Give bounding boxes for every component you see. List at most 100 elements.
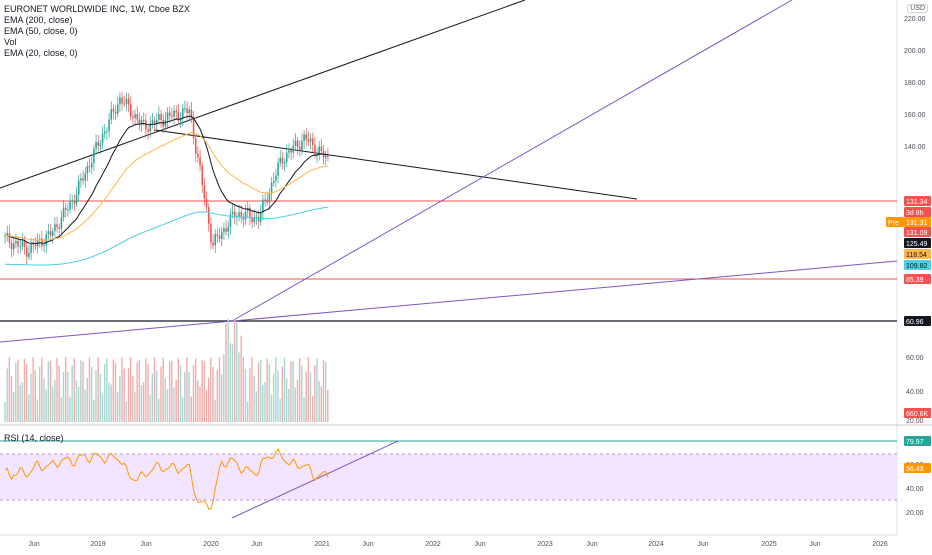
symbol-title[interactable]: EURONET WORLDWIDE INC, 1W, Cboe BZX bbox=[4, 4, 190, 14]
volume-bar bbox=[318, 380, 320, 422]
candle-body bbox=[262, 199, 264, 213]
volume-bar bbox=[112, 359, 114, 422]
indicator-volume[interactable]: Vol bbox=[4, 37, 17, 47]
badge-value: 109.82 bbox=[906, 263, 928, 270]
volume-bar bbox=[108, 382, 110, 422]
volume-bar bbox=[101, 394, 104, 422]
candle-body bbox=[223, 228, 225, 233]
volume-bar bbox=[288, 389, 290, 422]
volume-bar bbox=[244, 368, 247, 422]
volume-bar bbox=[45, 389, 47, 422]
indicator-ema20[interactable]: EMA (20, close, 0) bbox=[4, 48, 78, 58]
candle-body bbox=[197, 153, 199, 158]
candle-body bbox=[227, 226, 230, 232]
volume-bar bbox=[21, 382, 23, 422]
candle-body bbox=[288, 150, 290, 153]
volume-bar bbox=[214, 399, 216, 422]
candle-body bbox=[249, 208, 251, 218]
candle-body bbox=[244, 211, 247, 220]
badge-bg bbox=[904, 238, 931, 248]
badge-value: 3d 8h bbox=[906, 210, 924, 217]
volume-bar bbox=[251, 357, 253, 422]
volume-bar bbox=[205, 389, 208, 422]
rsi-legend[interactable]: RSI (14, close) bbox=[4, 433, 64, 443]
candle-body bbox=[95, 141, 97, 149]
rsi-tick-label: 40.00 bbox=[906, 486, 924, 493]
volume-bar bbox=[75, 380, 78, 422]
candle-body bbox=[255, 216, 258, 218]
volume-bar bbox=[62, 371, 65, 422]
candle-body bbox=[64, 207, 67, 210]
volume-bar bbox=[86, 377, 88, 422]
candle-body bbox=[56, 224, 58, 228]
candle-body bbox=[8, 233, 11, 243]
candle-body bbox=[25, 247, 28, 257]
price-badge: 118.54 bbox=[904, 249, 931, 259]
badge-bg bbox=[904, 207, 931, 217]
candle-body bbox=[199, 157, 201, 166]
volume-bar bbox=[103, 363, 106, 422]
candle-body bbox=[194, 138, 197, 154]
indicator-ema200[interactable]: EMA (200, close) bbox=[4, 15, 73, 25]
candle-body bbox=[309, 138, 312, 142]
badge-bg bbox=[904, 436, 931, 446]
trendline-long bbox=[0, 260, 898, 343]
volume-bar bbox=[292, 360, 294, 422]
price-tick-label: 200.00 bbox=[904, 48, 926, 55]
candle-body bbox=[38, 238, 41, 240]
volume-bar bbox=[93, 399, 95, 422]
candle-body bbox=[296, 140, 299, 148]
volume-bar bbox=[121, 357, 123, 422]
volume-bar bbox=[56, 358, 58, 422]
candle-body bbox=[303, 134, 305, 141]
candle-body bbox=[19, 245, 22, 247]
badge-bg bbox=[904, 408, 931, 418]
volume-bar bbox=[203, 361, 205, 422]
ema20-line bbox=[5, 115, 328, 245]
candle-body bbox=[290, 150, 292, 153]
candle-body bbox=[41, 238, 43, 247]
volume-bar bbox=[305, 371, 307, 422]
candle-body bbox=[327, 155, 329, 158]
volume-bar bbox=[181, 397, 184, 422]
candle-body bbox=[177, 112, 180, 121]
price-badge: 56.43 bbox=[904, 463, 931, 473]
volume-bar bbox=[320, 386, 322, 422]
ema200-line bbox=[5, 206, 328, 266]
trendline-resistance bbox=[154, 129, 638, 200]
volume-bar bbox=[114, 362, 117, 422]
volume-bar bbox=[82, 361, 84, 422]
volume-tick-label: 20.00 bbox=[906, 418, 924, 425]
volume-bar bbox=[71, 365, 73, 422]
pre-market-tag bbox=[886, 217, 904, 227]
candle-body bbox=[270, 182, 273, 194]
volume-bar bbox=[97, 357, 99, 422]
volume-bar bbox=[84, 389, 86, 422]
candle-body bbox=[101, 133, 104, 144]
volume-bar bbox=[197, 380, 199, 422]
badge-value: 79.97 bbox=[906, 439, 924, 446]
candle-body bbox=[90, 163, 93, 168]
pre-market-label: Pre bbox=[888, 220, 899, 227]
candle-body bbox=[142, 119, 145, 121]
volume-bar bbox=[184, 371, 186, 422]
candle-body bbox=[186, 108, 188, 114]
candle-body bbox=[160, 114, 162, 121]
candle-body bbox=[121, 97, 123, 104]
volume-bar bbox=[301, 365, 303, 422]
candle-body bbox=[86, 166, 89, 174]
time-axis-label: 2020 bbox=[203, 541, 219, 548]
badge-bg bbox=[904, 227, 931, 237]
indicator-ema50[interactable]: EMA (50, close, 0) bbox=[4, 26, 78, 36]
candle-body bbox=[75, 194, 78, 204]
currency-badge[interactable]: USD bbox=[907, 4, 928, 13]
volume-bar bbox=[322, 360, 325, 422]
volume-bar bbox=[255, 391, 257, 422]
candle-body bbox=[166, 112, 169, 120]
price-tick-label: 180.00 bbox=[904, 80, 926, 87]
candle-body bbox=[158, 114, 160, 120]
candle-body bbox=[54, 224, 56, 232]
candle-body bbox=[318, 146, 321, 153]
